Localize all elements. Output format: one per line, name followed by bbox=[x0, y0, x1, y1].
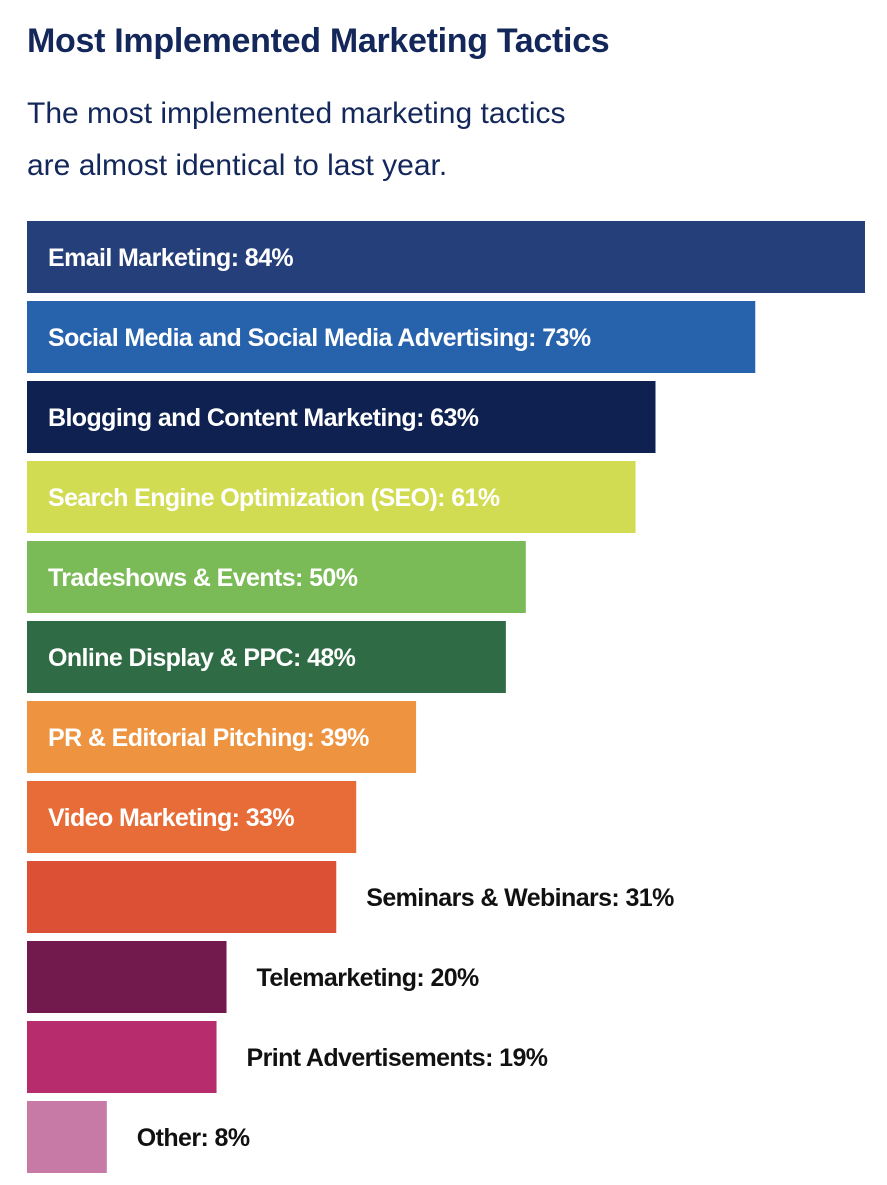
bar-1 bbox=[27, 301, 756, 373]
bar-10 bbox=[27, 1021, 217, 1093]
bar-7 bbox=[27, 781, 357, 853]
bar-9 bbox=[27, 941, 227, 1013]
subtitle-line: The most implemented marketing tactics bbox=[27, 97, 566, 130]
bar-11 bbox=[27, 1101, 107, 1173]
bar-label-10: Print Advertisements: 19% bbox=[247, 1044, 548, 1072]
bar-0 bbox=[27, 221, 865, 293]
bar-label-7: Video Marketing: 33% bbox=[48, 804, 294, 832]
bar-5 bbox=[27, 621, 506, 693]
bar-label-2: Blogging and Content Marketing: 63% bbox=[48, 404, 479, 432]
bar-label-0: Email Marketing: 84% bbox=[48, 244, 293, 272]
bar-8 bbox=[27, 861, 337, 933]
bar-label-3: Search Engine Optimization (SEO): 61% bbox=[48, 484, 500, 512]
bar-label-5: Online Display & PPC: 48% bbox=[48, 644, 356, 672]
bar-label-9: Telemarketing: 20% bbox=[257, 964, 480, 992]
bar-2 bbox=[27, 381, 656, 453]
chart-subtitle: The most implemented marketing tactics a… bbox=[27, 88, 727, 192]
bar-label-6: PR & Editorial Pitching: 39% bbox=[48, 724, 369, 752]
bar-6 bbox=[27, 701, 417, 773]
bar-3 bbox=[27, 461, 636, 533]
chart-title: Most Implemented Marketing Tactics bbox=[27, 22, 610, 60]
bar-label-1: Social Media and Social Media Advertisin… bbox=[48, 324, 591, 352]
bar-4 bbox=[27, 541, 526, 613]
bar-label-4: Tradeshows & Events: 50% bbox=[48, 564, 358, 592]
bar-label-8: Seminars & Webinars: 31% bbox=[366, 884, 674, 912]
subtitle-line: are almost identical to last year. bbox=[27, 149, 448, 182]
bar-label-11: Other: 8% bbox=[137, 1124, 250, 1152]
